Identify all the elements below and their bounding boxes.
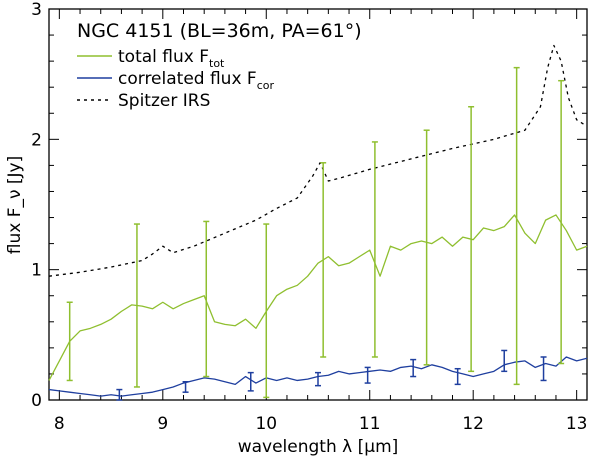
legend-label-correlated: correlated flux Fcor (118, 69, 274, 92)
y-tick-label: 2 (31, 130, 42, 150)
error-bar-total (133, 223, 140, 388)
y-tick-label: 1 (31, 261, 42, 281)
error-bar-correlated (364, 366, 371, 384)
error-bar-correlated (540, 356, 547, 382)
x-tick-label: 8 (54, 414, 65, 434)
error-bar-total (263, 223, 270, 399)
x-tick-label: 10 (255, 414, 277, 434)
error-bar-correlated (315, 371, 321, 387)
error-bar-total (468, 106, 475, 373)
series-line-total (48, 214, 588, 381)
error-bar-correlated (410, 358, 417, 378)
error-bar-correlated (182, 381, 189, 393)
x-tick-label: 11 (359, 414, 381, 434)
error-bar-total (423, 129, 430, 366)
plot-frame (48, 8, 588, 401)
error-bar-correlated (501, 349, 508, 373)
error-bar-correlated (454, 367, 461, 386)
error-bar-total (513, 66, 520, 386)
chart-title: NGC 4151 (BL=36m, PA=61°) (77, 20, 362, 42)
error-bar-total (66, 301, 73, 382)
x-axis-title: wavelength λ [μm] (238, 437, 399, 457)
y-tick-label: 3 (31, 0, 42, 20)
legend-label-spitzer: Spitzer IRS (118, 91, 210, 111)
x-tick-label: 12 (462, 414, 484, 434)
error-bar-correlated (247, 371, 254, 392)
legend: total flux Ftot correlated flux Fcor Spi… (77, 47, 274, 111)
error-bar-correlated (116, 388, 123, 401)
y-tick-label: 0 (31, 391, 42, 411)
y-axis-title: flux F_ν [Jy] (5, 156, 25, 254)
error-bar-total (371, 141, 378, 358)
x-tick-label: 13 (566, 414, 588, 434)
errorbar-layer (66, 66, 565, 401)
series-line-spitzer (48, 44, 588, 277)
error-bar-total (203, 220, 210, 378)
error-bar-total (558, 79, 565, 365)
x-tick-label: 9 (157, 414, 168, 434)
legend-label-total: total flux Ftot (118, 47, 225, 70)
error-bar-total (320, 162, 327, 358)
